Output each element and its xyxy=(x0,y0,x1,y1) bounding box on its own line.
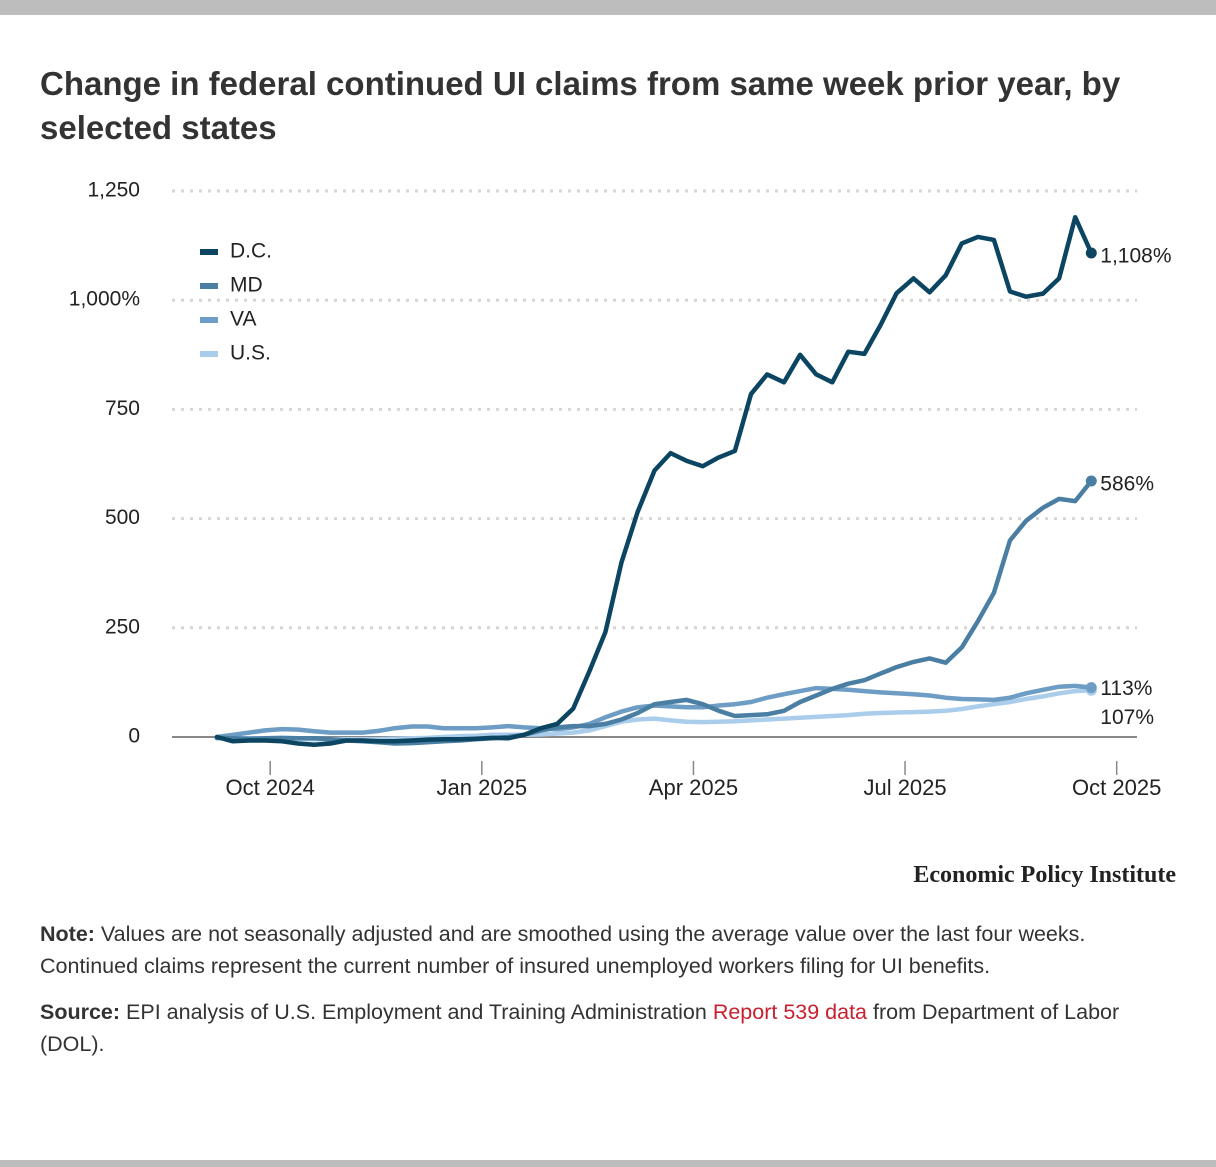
end-dot xyxy=(1085,247,1097,259)
x-tick-label: Apr 2025 xyxy=(649,775,738,800)
y-tick-label: 0 xyxy=(128,725,140,748)
source-label: Source: xyxy=(40,1000,121,1024)
chart: 0 250 500 750 1,000% 1,250 Oct 2024 Jan 2025 Apr… xyxy=(69,179,1172,800)
source-text: EPI analysis of U.S. Employment and Trai… xyxy=(126,1000,707,1024)
series-line xyxy=(214,214,1094,748)
top-bar xyxy=(0,0,1216,15)
x-tick-label: Jul 2025 xyxy=(863,775,946,800)
end-dot xyxy=(1085,682,1097,694)
source: Source: EPI analysis of U.S. Employment … xyxy=(40,996,1180,1060)
y-tick-label: 500 xyxy=(105,506,140,529)
series-line xyxy=(214,683,1094,740)
chart-title: Change in federal continued UI claims fr… xyxy=(40,65,1121,146)
x-tick-label: Jan 2025 xyxy=(437,775,528,800)
y-tick-label: 250 xyxy=(105,615,140,638)
note-text: Values are not seasonally adjusted and a… xyxy=(40,922,1086,978)
end-dot xyxy=(1085,475,1097,487)
note: Note: Values are not seasonally adjusted… xyxy=(40,918,1180,982)
x-tick-label: Oct 2024 xyxy=(226,775,315,800)
note-label: Note: xyxy=(40,922,95,946)
legend-label: D.C. xyxy=(230,240,272,263)
end-label: 1,108% xyxy=(1100,245,1171,268)
end-label: 113% xyxy=(1100,677,1152,700)
series-line xyxy=(214,478,1094,746)
y-tick-label: 750 xyxy=(105,397,140,420)
legend-label: MD xyxy=(230,274,263,297)
legend-label: VA xyxy=(230,308,256,331)
notes: Note: Values are not seasonally adjusted… xyxy=(40,918,1180,1074)
source-link[interactable]: Report 539 data xyxy=(712,1000,868,1024)
end-label: 586% xyxy=(1100,473,1154,496)
bottom-bar xyxy=(0,1160,1216,1167)
y-tick-label: 1,000% xyxy=(69,288,140,311)
legend-label: U.S. xyxy=(230,342,271,365)
x-tick-label: Oct 2025 xyxy=(1072,775,1161,800)
brand: Economic Policy Institute xyxy=(913,862,1176,888)
source-text-end: from Department of Labor (DOL). xyxy=(40,1000,1120,1056)
end-label: 107% xyxy=(1100,706,1154,729)
y-tick-label: 1,250 xyxy=(87,179,140,202)
